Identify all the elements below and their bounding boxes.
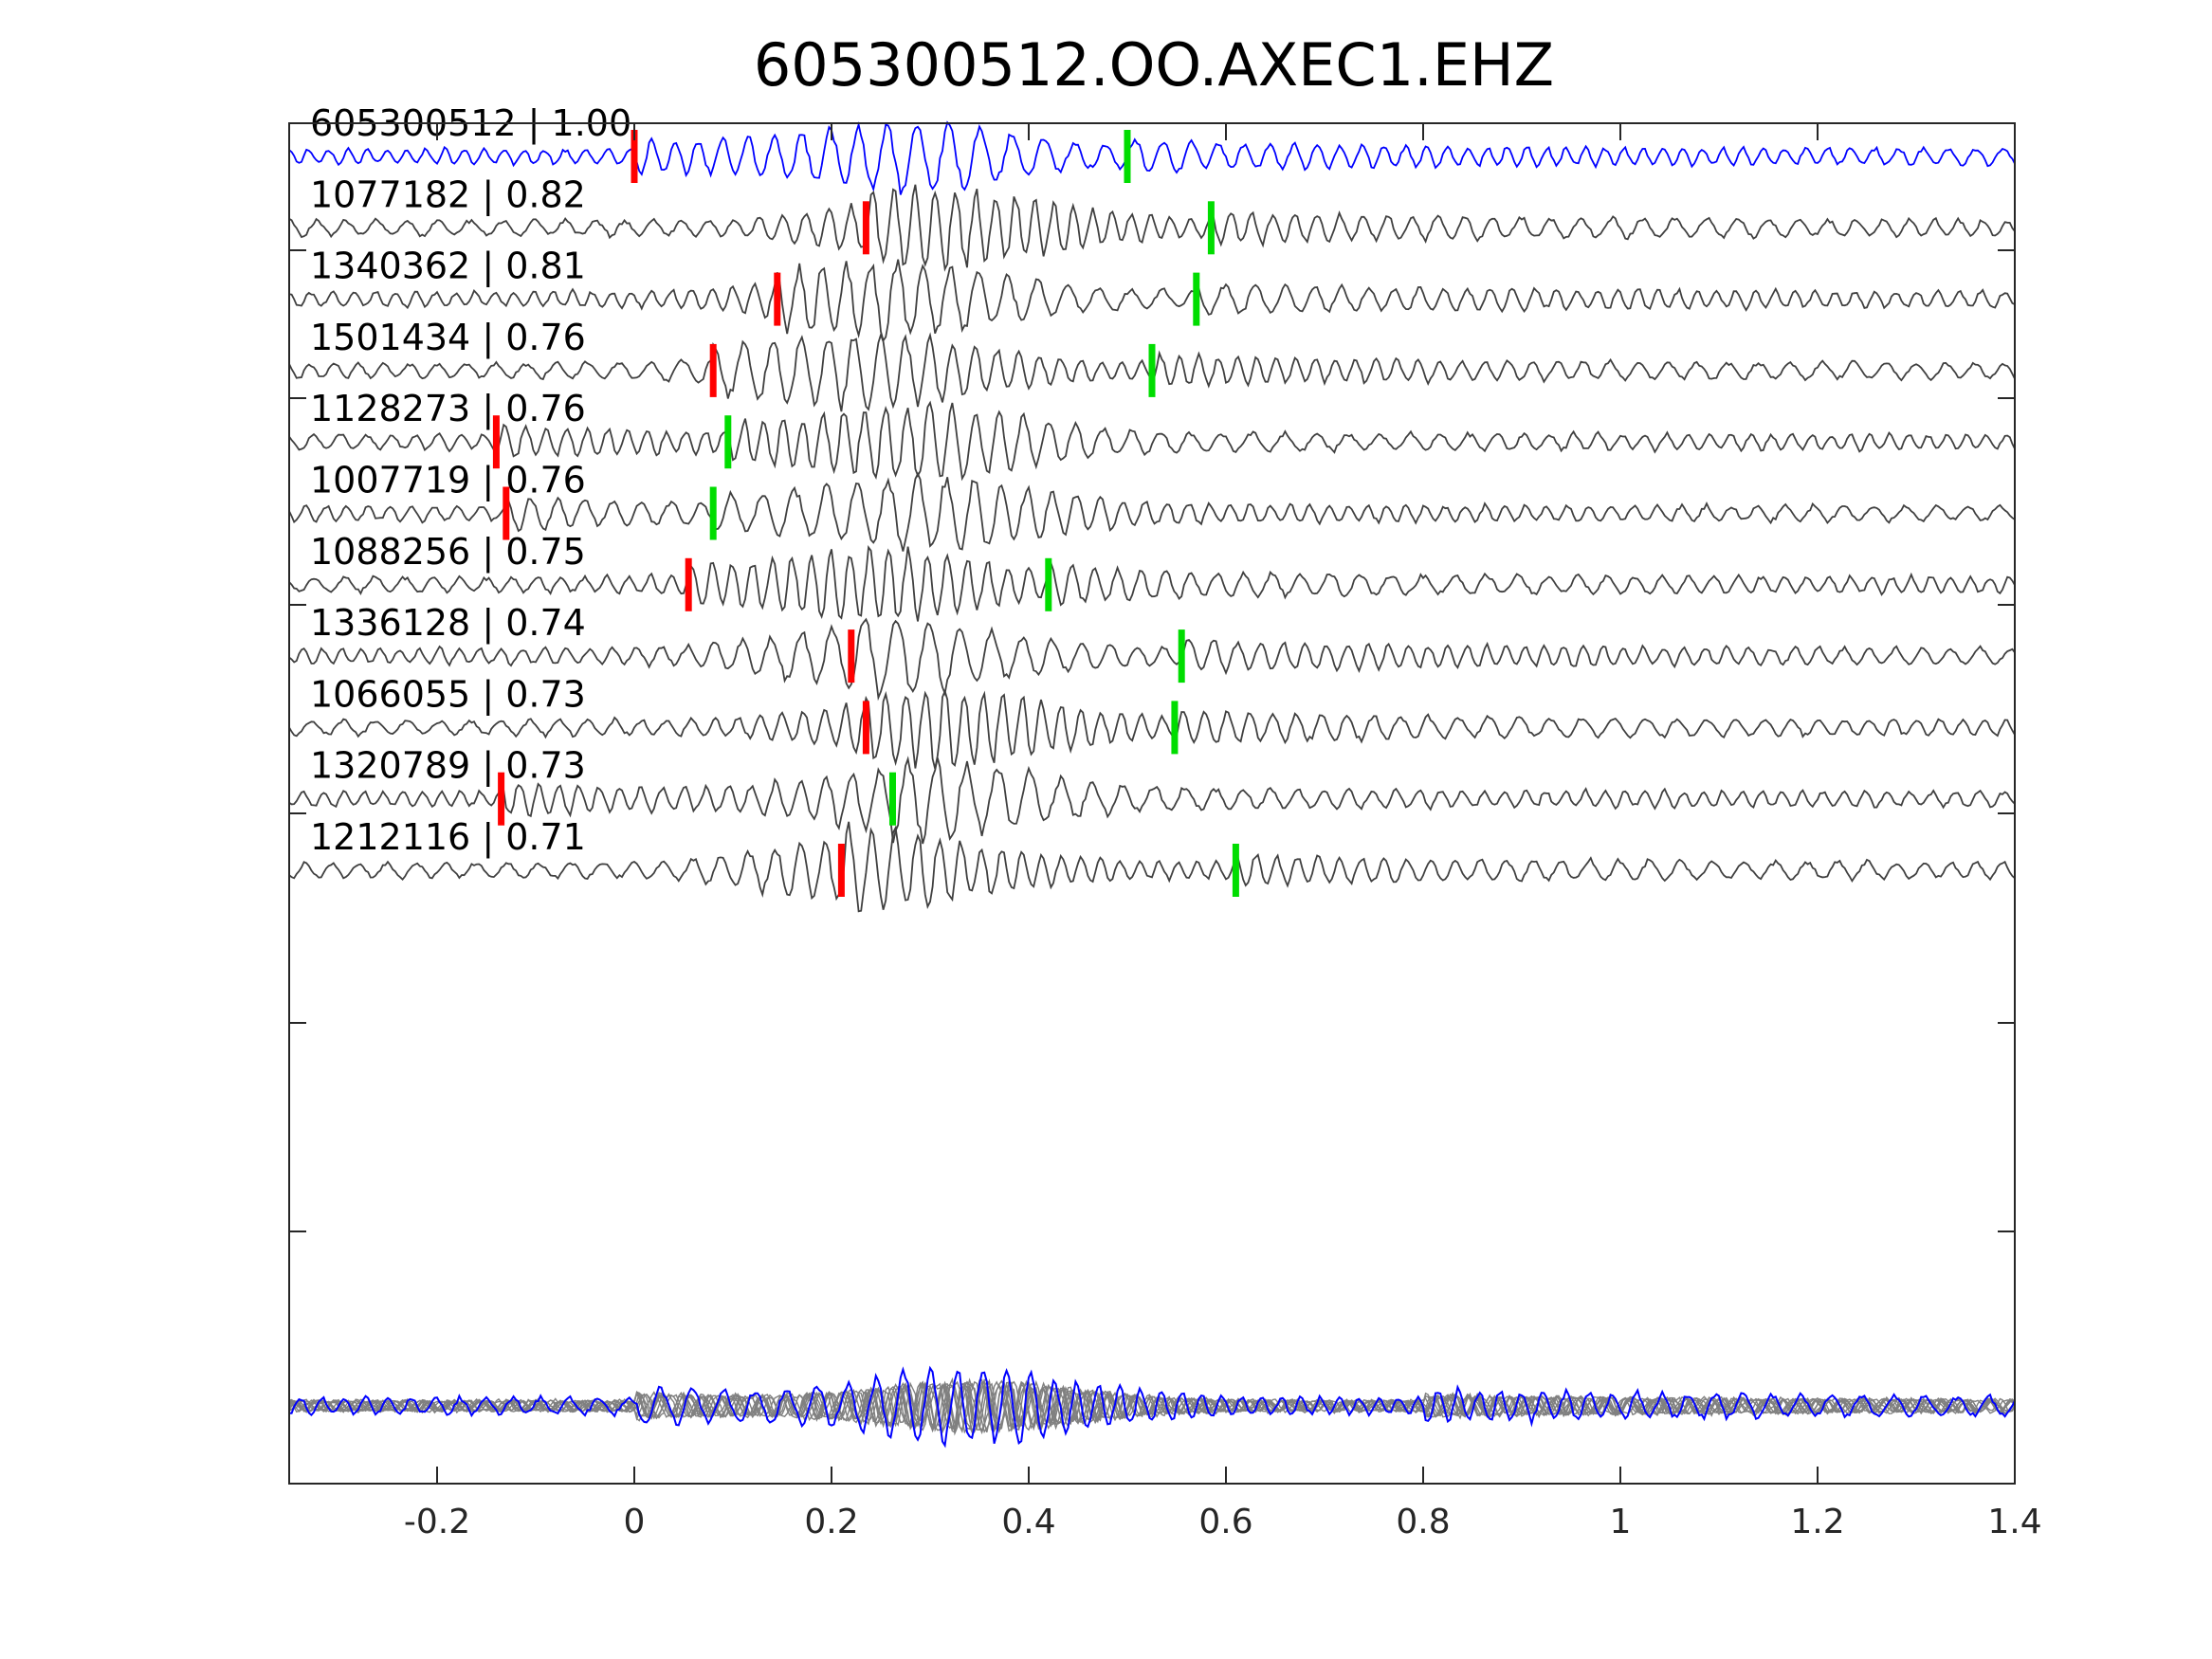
axes: -0.2 0 0.2 0.4 0.6 0.8 1 1.2 1.4 (288, 122, 2042, 1541)
p-pick-marker (862, 701, 869, 755)
trace-waveform (288, 544, 2016, 622)
p-pick-marker (709, 343, 717, 397)
x-tick-label: 0.4 (1001, 1503, 1055, 1541)
trace-waveform (288, 688, 2016, 770)
trace-waveform (288, 471, 2016, 552)
trace-waveform (288, 120, 2016, 195)
s-pick-marker (709, 486, 717, 540)
s-pick-marker (1178, 629, 1185, 684)
trace-label: 1128273 | 0.76 (310, 388, 586, 430)
trace-1088256: 1088256 | 0.75 (288, 531, 2016, 622)
s-pick-marker (1148, 343, 1156, 397)
trace-1320789: 1320789 | 0.73 (288, 745, 2016, 845)
trace-1066055: 1066055 | 0.73 (288, 673, 2016, 770)
x-tick-label: 0.8 (1396, 1503, 1450, 1541)
trace-1501434: 1501434 | 0.76 (288, 317, 2016, 412)
chart-title: 605300512.OO.AXEC1.EHZ (754, 30, 1554, 100)
p-pick-marker (774, 272, 781, 326)
trace-1212116: 1212116 | 0.71 (288, 816, 2016, 913)
trace-label: 1088256 | 0.75 (310, 531, 586, 574)
p-pick-marker (492, 415, 500, 469)
trace-label: 1066055 | 0.73 (310, 673, 586, 716)
p-pick-marker (503, 486, 510, 540)
trace-label: 1336128 | 0.74 (310, 602, 586, 645)
trace-label: 1077182 | 0.82 (310, 173, 586, 216)
p-pick-marker (685, 557, 692, 611)
trace-label: 1501434 | 0.76 (310, 317, 586, 359)
trace-1336128: 1336128 | 0.74 (288, 602, 2016, 702)
trace-waveform (288, 617, 2016, 702)
s-pick-marker (724, 415, 732, 469)
x-tick-label: 1.2 (1790, 1503, 1844, 1541)
overlay-stack (288, 1365, 2016, 1449)
x-tick-label: 1.4 (1987, 1503, 2041, 1541)
s-pick-marker (1171, 701, 1179, 755)
x-tick-label: 0 (624, 1503, 646, 1541)
trace-waveform (288, 756, 2016, 845)
s-pick-marker (1232, 844, 1239, 897)
x-tick-label: -0.2 (404, 1503, 470, 1541)
trace-label: 1007719 | 0.76 (310, 460, 586, 502)
trace-label: 1340362 | 0.81 (310, 246, 586, 288)
trace-waveform (288, 184, 2016, 272)
p-pick-marker (862, 201, 869, 255)
s-pick-marker (1207, 201, 1215, 255)
s-pick-marker (1193, 272, 1200, 326)
p-pick-marker (631, 130, 638, 183)
s-pick-marker (1124, 130, 1131, 183)
overlay-detection-trace (288, 1380, 2016, 1433)
trace-waveform (288, 259, 2016, 343)
trace-label: 1320789 | 0.73 (310, 745, 586, 788)
p-pick-marker (848, 629, 855, 684)
x-tick-label: 0.2 (804, 1503, 858, 1541)
overlay-template-trace (288, 1365, 2016, 1449)
trace-label: 1212116 | 0.71 (310, 816, 586, 859)
trace-1077182: 1077182 | 0.82 (288, 173, 2016, 272)
x-tick-label: 1 (1610, 1503, 1632, 1541)
p-pick-marker (498, 772, 505, 826)
p-pick-marker (837, 844, 845, 897)
s-pick-marker (1045, 557, 1052, 611)
trace-1007719: 1007719 | 0.76 (288, 460, 2016, 552)
trace-waveform (288, 821, 2016, 913)
x-tick-label: 0.6 (1198, 1503, 1252, 1541)
trace-1340362: 1340362 | 0.81 (288, 246, 2016, 343)
axes-frame (288, 122, 2016, 1485)
trace-waveform (288, 400, 2016, 482)
s-pick-marker (888, 772, 896, 826)
trace-1128273: 1128273 | 0.76 (288, 388, 2016, 482)
